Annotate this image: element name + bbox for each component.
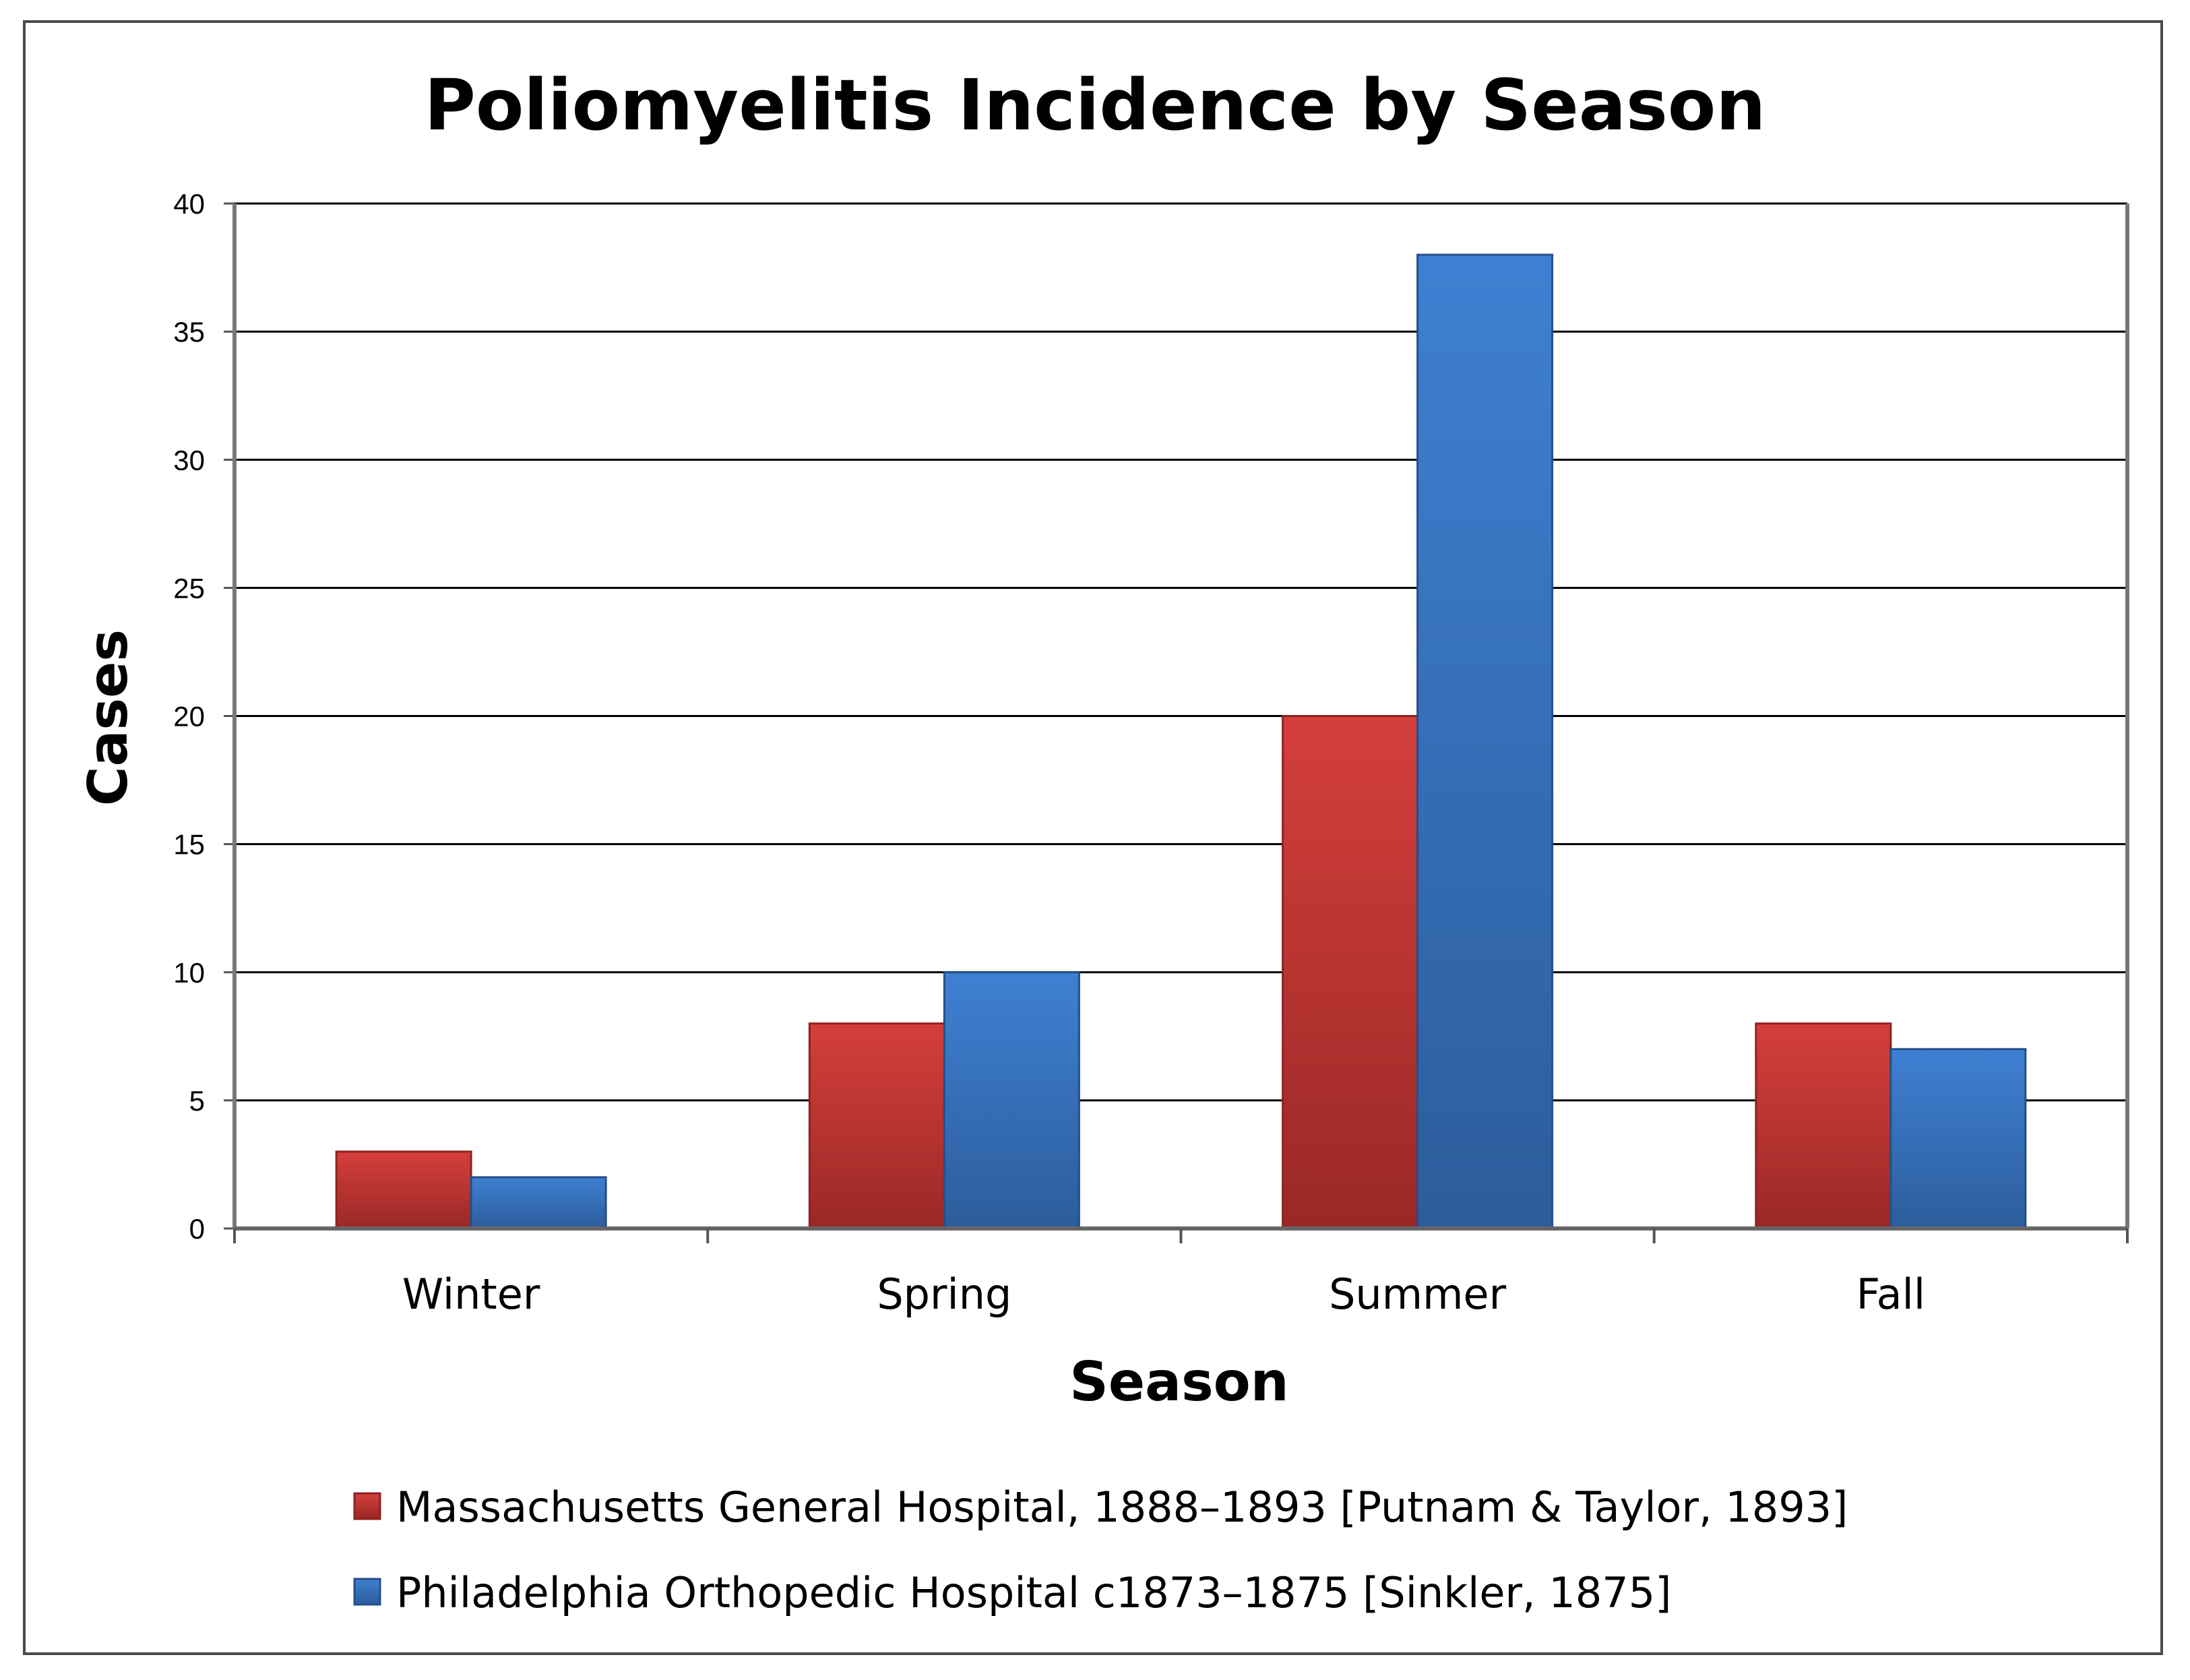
y-tick-labels: 0 5 10 15 20 25 30 35 40 — [173, 188, 205, 1245]
y-tick-label: 25 — [173, 572, 205, 604]
x-tick-labels: Winter Spring Summer Fall — [402, 1270, 1925, 1319]
legend-swatch — [353, 1578, 381, 1606]
chart-frame — [23, 20, 2163, 1655]
bar-philadelphia-fall — [1889, 1048, 2027, 1230]
bar-massachusetts-fall — [1755, 1022, 1892, 1230]
legend-label: Philadelphia Orthopedic Hospital c1873–1… — [396, 1568, 1671, 1617]
bar-massachusetts-spring — [808, 1022, 945, 1230]
axes — [232, 204, 2129, 1243]
bar-philadelphia-spring — [943, 971, 1080, 1230]
legend: Massachusetts General Hospital, 1888–189… — [353, 1483, 1848, 1617]
chart-title: Poliomyelitis Incidence by Season — [425, 64, 1766, 146]
bar-massachusetts-winter — [335, 1150, 472, 1230]
bar-philadelphia-winter — [470, 1176, 607, 1230]
legend-label: Massachusetts General Hospital, 1888–189… — [396, 1483, 1848, 1532]
y-tick-label: 0 — [189, 1213, 205, 1245]
y-tick-label: 40 — [173, 188, 205, 220]
y-tick-label: 30 — [173, 444, 205, 476]
x-tick-label: Winter — [402, 1270, 540, 1319]
x-tick-label: Spring — [877, 1270, 1011, 1319]
y-tick-label: 20 — [173, 701, 205, 733]
x-tick-label: Summer — [1329, 1270, 1507, 1319]
y-axis-label: Cases — [77, 629, 139, 806]
x-tick-label: Fall — [1856, 1270, 1925, 1319]
y-tick-label: 5 — [189, 1085, 205, 1117]
bars — [335, 253, 2027, 1230]
y-tick-label: 10 — [173, 957, 205, 989]
x-axis-label: Season — [1069, 1350, 1288, 1413]
y-tick-label: 35 — [173, 316, 205, 348]
y-tick-label: 15 — [173, 829, 205, 861]
legend-swatch — [353, 1492, 381, 1520]
bar-massachusetts-summer — [1282, 715, 1419, 1230]
bar-philadelphia-summer — [1416, 253, 1554, 1230]
